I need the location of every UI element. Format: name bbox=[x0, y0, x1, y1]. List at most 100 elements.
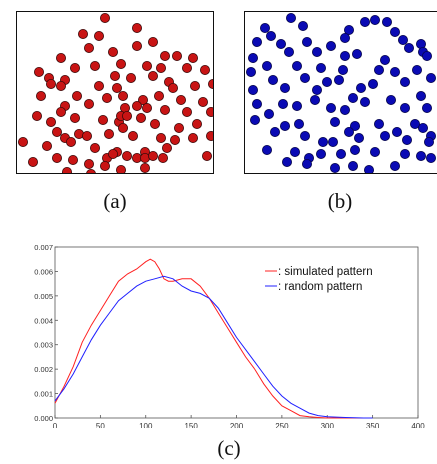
dot-a-40 bbox=[197, 97, 208, 108]
dot-a-24 bbox=[147, 71, 158, 82]
y-tick-label: 0.006 bbox=[34, 267, 53, 276]
dot-a-5 bbox=[108, 47, 119, 58]
dot-b-39 bbox=[312, 85, 323, 96]
dot-b-49 bbox=[292, 101, 303, 112]
dot-a-71 bbox=[187, 133, 198, 144]
dot-a-67 bbox=[104, 129, 115, 140]
y-tick-label: 0.000 bbox=[34, 414, 53, 423]
dot-a-61 bbox=[191, 119, 202, 130]
dot-b-81 bbox=[350, 144, 361, 155]
dot-a-6 bbox=[132, 40, 143, 51]
dot-b-2 bbox=[298, 20, 309, 31]
legend-label-0: : simulated pattern bbox=[278, 266, 373, 278]
dot-a-43 bbox=[56, 107, 67, 118]
dot-a-66 bbox=[82, 131, 93, 142]
dot-b-19 bbox=[284, 47, 295, 58]
dot-a-16 bbox=[155, 63, 166, 74]
dot-b-72 bbox=[379, 131, 390, 142]
dot-a-73 bbox=[18, 137, 28, 148]
dot-b-17 bbox=[312, 47, 323, 58]
dot-a-69 bbox=[155, 133, 166, 144]
dot-a-56 bbox=[122, 111, 133, 122]
dot-b-22 bbox=[379, 55, 390, 66]
dot-a-90 bbox=[157, 152, 168, 163]
x-tick-label: 150 bbox=[184, 422, 198, 428]
dot-a-19 bbox=[199, 65, 210, 76]
dot-b-45 bbox=[415, 91, 426, 102]
dot-b-70 bbox=[344, 127, 355, 138]
dot-a-39 bbox=[175, 95, 186, 106]
dot-a-86 bbox=[122, 150, 133, 161]
dot-a-2 bbox=[78, 28, 89, 39]
dot-b-77 bbox=[290, 146, 301, 157]
dot-b-52 bbox=[340, 105, 351, 116]
dot-b-56 bbox=[421, 103, 432, 114]
dot-b-58 bbox=[280, 121, 291, 132]
dot-a-78 bbox=[161, 142, 172, 153]
dot-b-53 bbox=[360, 97, 371, 108]
dot-b-69 bbox=[328, 137, 339, 148]
dot-b-28 bbox=[338, 65, 349, 76]
dot-b-26 bbox=[292, 61, 303, 72]
dot-b-38 bbox=[300, 73, 311, 84]
dot-a-13 bbox=[90, 61, 101, 72]
dot-b-60 bbox=[330, 117, 341, 128]
y-tick-label: 0.004 bbox=[34, 316, 53, 325]
panel-b-random-pattern bbox=[244, 11, 437, 174]
dot-b-75 bbox=[423, 137, 434, 148]
dot-b-79 bbox=[316, 148, 327, 159]
dot-b-73 bbox=[391, 127, 402, 138]
dot-a-4 bbox=[84, 42, 95, 53]
dot-b-23 bbox=[421, 51, 432, 62]
x-tick-label: 350 bbox=[366, 422, 380, 428]
x-tick-label: 200 bbox=[230, 422, 244, 428]
x-tick-label: 0 bbox=[53, 422, 58, 428]
dot-b-13 bbox=[265, 30, 276, 41]
dot-b-37 bbox=[280, 83, 291, 94]
dot-b-16 bbox=[302, 36, 313, 47]
dot-a-92 bbox=[116, 165, 126, 173]
dot-b-55 bbox=[399, 103, 410, 114]
dot-a-0 bbox=[100, 13, 111, 23]
y-tick-label: 0.002 bbox=[34, 365, 53, 374]
dot-a-81 bbox=[52, 152, 63, 163]
dot-a-64 bbox=[66, 137, 77, 148]
dot-a-37 bbox=[138, 95, 149, 106]
dot-b-29 bbox=[373, 65, 384, 76]
y-tick-label: 0.005 bbox=[34, 292, 53, 301]
dot-b-88 bbox=[330, 162, 341, 173]
dot-b-14 bbox=[252, 36, 262, 47]
dot-b-25 bbox=[261, 61, 272, 72]
dot-b-42 bbox=[356, 83, 367, 94]
dot-b-90 bbox=[364, 165, 374, 173]
dot-b-20 bbox=[340, 51, 351, 62]
dot-a-34 bbox=[72, 91, 83, 102]
dot-b-35 bbox=[248, 85, 258, 96]
dot-a-35 bbox=[102, 93, 113, 104]
dot-a-12 bbox=[70, 63, 81, 74]
dot-b-62 bbox=[373, 119, 384, 130]
dot-b-1 bbox=[259, 22, 270, 33]
dot-b-44 bbox=[348, 93, 359, 104]
dot-a-49 bbox=[206, 107, 213, 117]
dot-a-8 bbox=[159, 51, 170, 62]
dot-a-7 bbox=[147, 36, 158, 47]
dot-a-26 bbox=[45, 79, 56, 90]
dot-a-45 bbox=[132, 101, 143, 112]
dot-a-75 bbox=[90, 142, 101, 153]
dot-a-23 bbox=[126, 73, 137, 84]
dot-b-54 bbox=[385, 95, 396, 106]
dot-a-70 bbox=[169, 135, 180, 146]
dot-b-76 bbox=[261, 144, 272, 155]
dot-a-10 bbox=[187, 53, 198, 64]
dot-b-87 bbox=[302, 158, 313, 169]
dot-a-14 bbox=[116, 59, 127, 70]
dot-b-84 bbox=[415, 150, 426, 161]
dot-a-33 bbox=[35, 91, 46, 102]
dot-b-30 bbox=[389, 67, 400, 78]
dot-a-83 bbox=[84, 158, 95, 169]
dot-a-17 bbox=[181, 63, 192, 74]
dot-a-29 bbox=[112, 83, 123, 94]
dot-b-3 bbox=[360, 17, 371, 27]
dot-a-91 bbox=[100, 160, 111, 171]
